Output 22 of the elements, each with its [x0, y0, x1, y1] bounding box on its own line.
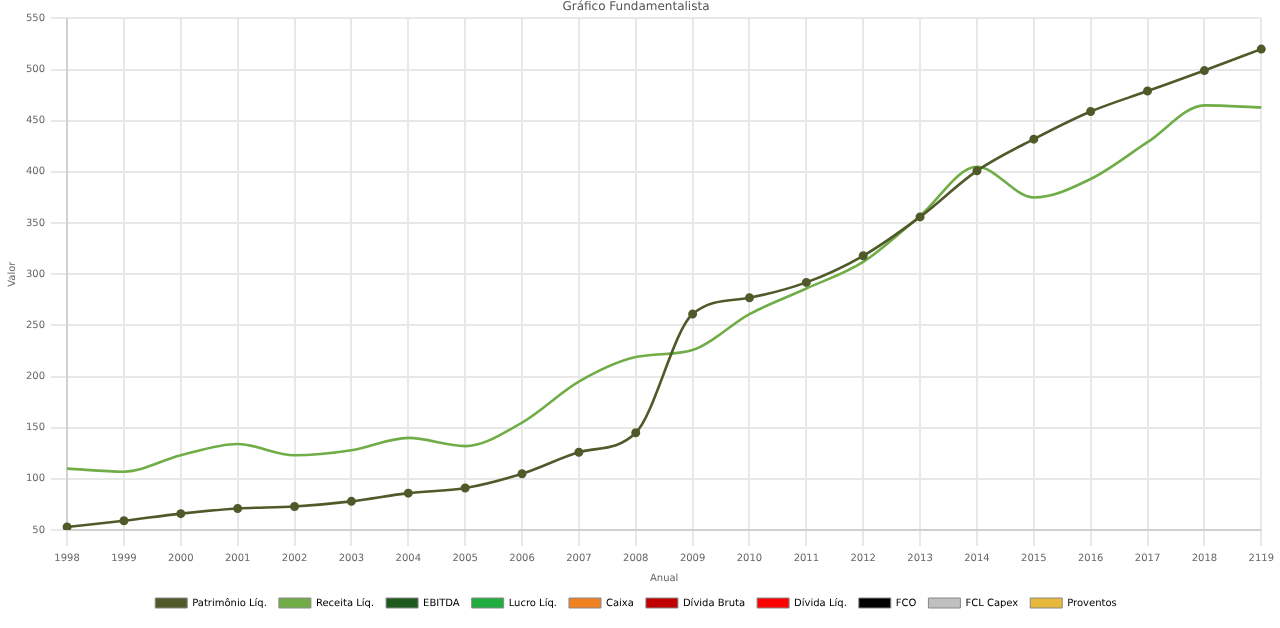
- point: [1199, 66, 1209, 76]
- point: [119, 516, 129, 526]
- point: [744, 293, 754, 303]
- point: [1256, 44, 1266, 54]
- point: [688, 309, 698, 319]
- point: [801, 277, 811, 287]
- point: [574, 447, 584, 457]
- point: [1143, 86, 1153, 96]
- point: [62, 522, 72, 530]
- point: [858, 251, 868, 261]
- point: [176, 509, 186, 519]
- point: [1086, 107, 1096, 117]
- point: [403, 488, 413, 498]
- point: [1029, 134, 1039, 144]
- point: [915, 212, 925, 222]
- point: [972, 166, 982, 176]
- point: [290, 501, 300, 511]
- point: [631, 428, 641, 438]
- point: [346, 496, 356, 506]
- point: [233, 504, 243, 514]
- point: [517, 469, 527, 479]
- point: [460, 483, 470, 493]
